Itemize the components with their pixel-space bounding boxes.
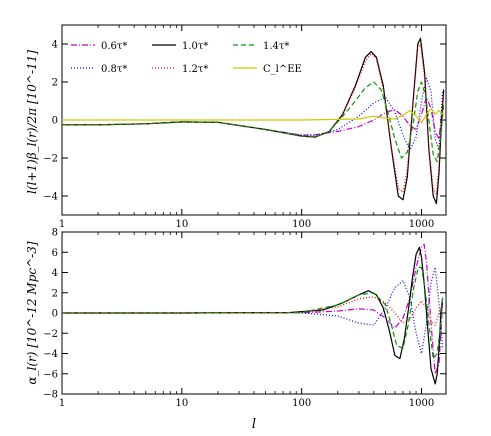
- x-tick-label: 100: [292, 219, 311, 230]
- legend-label: 0.8τ*: [101, 64, 127, 75]
- legend-item-0p8: 0.8τ*: [71, 64, 127, 75]
- bottom-panel: 1 10 100 1000 −8 −6 −4 −2 0 2 4 6 8 α_l(r) [10^-12 M…: [25, 228, 447, 409]
- x-tick-label: 10: [175, 398, 188, 409]
- series-line: [62, 243, 444, 375]
- legend-item-1p2: 1.2τ*: [152, 64, 208, 75]
- y-tick-label: 4: [52, 268, 58, 279]
- x-axis-label: l: [252, 417, 256, 432]
- y-tick-label: 6: [52, 248, 58, 259]
- bottom-series-lines: [62, 243, 444, 385]
- y-tick-label: 4: [52, 40, 58, 51]
- x-tick-label: 1000: [409, 219, 434, 230]
- legend-item-1p0: 1.0τ*: [152, 41, 208, 52]
- y-tick-label: −2: [43, 329, 58, 340]
- top-series-lines: [62, 37, 445, 205]
- series-line: [62, 81, 445, 163]
- legend-label: 0.6τ*: [101, 41, 127, 52]
- series-line: [62, 296, 444, 326]
- y-tick-label: −6: [43, 369, 58, 380]
- series-line: [62, 107, 444, 124]
- y-tick-label: 0: [52, 309, 58, 320]
- y-tick-label: −2: [43, 154, 58, 165]
- y-tick-label: −8: [43, 390, 58, 401]
- bottom-y-axis-label: α_l(r) [10^-12 Mpc^-3]: [25, 241, 39, 384]
- x-tick-label: 100: [292, 398, 311, 409]
- legend-label: 1.2τ*: [182, 64, 208, 75]
- series-line: [62, 266, 444, 355]
- y-tick-label: 2: [52, 288, 58, 299]
- legend-label: C_l^EE: [263, 64, 302, 75]
- legend-label: 1.0τ*: [182, 41, 208, 52]
- legend: 0.6τ* 0.8τ* 1.0τ* 1.2τ* 1.4τ* C_l^EE: [71, 41, 302, 75]
- y-tick-label: 0: [52, 116, 58, 127]
- y-tick-label: 2: [52, 78, 58, 89]
- series-line: [62, 266, 444, 360]
- top-y-axis-label: l(l+1)β_l(r)/2π [10^-11]: [25, 50, 39, 194]
- legend-item-cee: C_l^EE: [233, 64, 302, 75]
- y-tick-label: −4: [43, 192, 58, 203]
- x-tick-label: 10: [175, 219, 188, 230]
- x-tick-label: 1000: [409, 398, 434, 409]
- legend-item-1p4: 1.4τ*: [233, 41, 289, 52]
- x-tick-label: 1: [59, 398, 65, 409]
- x-tick-label: 1: [59, 219, 65, 230]
- legend-item-0p6: 0.6τ*: [71, 41, 127, 52]
- bottom-ticks: 1 10 100 1000 −8 −6 −4 −2 0 2 4 6 8: [43, 228, 446, 409]
- top-panel: 1 10 100 1000 −4 −2 0 2 4 l(l+1)β_l(r)/2π [10^-1…: [25, 24, 447, 230]
- series-line: [62, 246, 444, 385]
- y-tick-label: −4: [43, 349, 58, 360]
- top-ticks: 1 10 100 1000 −4 −2 0 2 4: [43, 25, 446, 230]
- legend-label: 1.4τ*: [263, 41, 289, 52]
- series-line: [62, 77, 444, 151]
- y-tick-label: 8: [52, 228, 58, 239]
